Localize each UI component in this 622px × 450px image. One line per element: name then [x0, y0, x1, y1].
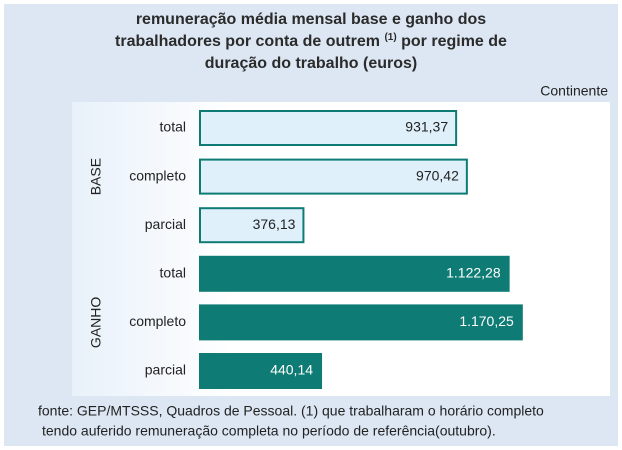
y-tick-label: completo	[129, 167, 186, 183]
chart-title: por regime de	[401, 33, 507, 50]
value-label: 1.122,28	[446, 265, 501, 281]
y-tick-label: total	[160, 119, 186, 135]
value-label: 1.170,25	[459, 313, 514, 329]
value-label: 376,13	[253, 216, 296, 232]
bar	[199, 353, 323, 389]
bar	[199, 110, 458, 146]
chart-title: trabalhadores por conta de outrem	[115, 33, 380, 50]
chart-title: trabalhadores por conta de outrem (1) po…	[115, 28, 507, 50]
bar	[199, 255, 510, 292]
footnote: tendo auferido remuneração completa no p…	[42, 423, 496, 439]
bar	[199, 158, 468, 195]
plot-area	[72, 102, 610, 396]
group-label: GANHO	[88, 297, 104, 348]
footnote: fonte: GEP/MTSSS, Quadros de Pessoal. (1…	[38, 403, 544, 419]
bar	[199, 207, 305, 244]
chart-title: remuneração média mensal base e ganho do…	[136, 11, 486, 28]
title-note: (1)	[384, 32, 396, 43]
bar	[199, 304, 523, 341]
chart-title: duração do trabalho (euros)	[205, 55, 417, 72]
y-tick-label: completo	[129, 313, 186, 329]
subtitle: Continente	[540, 83, 608, 99]
y-tick-label: total	[160, 265, 186, 281]
value-label: 440,14	[270, 362, 313, 378]
group-label: BASE	[88, 158, 104, 195]
y-tick-label: parcial	[145, 362, 186, 378]
value-label: 931,37	[405, 119, 448, 135]
value-label: 970,42	[416, 167, 459, 183]
y-tick-label: parcial	[145, 216, 186, 232]
